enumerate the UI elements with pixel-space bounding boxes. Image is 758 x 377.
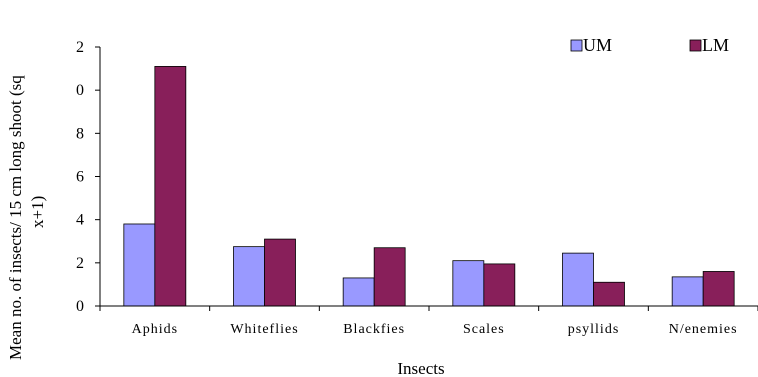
y-tick-label: 4 <box>76 212 84 229</box>
axes-group <box>95 46 758 311</box>
legend: UM LM <box>570 35 729 55</box>
bar-lm-blackfies <box>373 247 406 307</box>
x-tick-label: N/enemies <box>669 322 738 337</box>
y-tick-label: 0 <box>76 298 84 315</box>
bar-um-scales <box>452 260 485 307</box>
x-tick-label: Whiteflies <box>230 322 298 337</box>
legend-swatch-um <box>570 39 583 52</box>
legend-label-lm: LM <box>702 35 729 55</box>
x-tick-label: Blackfies <box>343 322 405 337</box>
bar-um-psyllids <box>562 252 594 307</box>
x-tick-label: psyllids <box>568 322 620 337</box>
bar-um-n-enemies <box>671 276 704 307</box>
y-axis-title-line-2: x+1) <box>28 196 47 228</box>
bar-um-blackfies <box>342 277 375 307</box>
bars-group <box>123 66 735 307</box>
y-tick-label: 0 <box>76 82 84 99</box>
y-tick-label: 8 <box>76 125 84 142</box>
x-tick-label: Scales <box>463 322 505 337</box>
bar-um-aphids <box>123 223 156 307</box>
x-axis-title: Insects <box>397 359 444 377</box>
y-tick-labels: 0 2 4 6 8 0 2 <box>76 39 84 315</box>
bar-um-whiteflies <box>233 246 265 307</box>
y-axis-title: Mean no. of insects/ 15 cm long shoot (s… <box>6 75 47 360</box>
bar-lm-aphids <box>154 66 187 307</box>
y-tick-label: 2 <box>76 255 84 272</box>
bar-lm-n-enemies <box>702 271 735 307</box>
bar-lm-scales <box>483 263 516 307</box>
bar-lm-psyllids <box>593 281 625 307</box>
legend-swatch-lm <box>689 39 702 52</box>
legend-label-um: UM <box>583 35 612 55</box>
bar-lm-whiteflies <box>264 238 296 307</box>
y-tick-label: 2 <box>76 39 84 56</box>
y-tick-label: 6 <box>76 169 84 186</box>
y-axis-title-line-1: Mean no. of insects/ 15 cm long shoot (s… <box>6 75 25 360</box>
x-tick-labels: Aphids Whiteflies Blackfies Scales psyllids N… <box>132 322 738 337</box>
x-tick-label: Aphids <box>132 322 178 337</box>
